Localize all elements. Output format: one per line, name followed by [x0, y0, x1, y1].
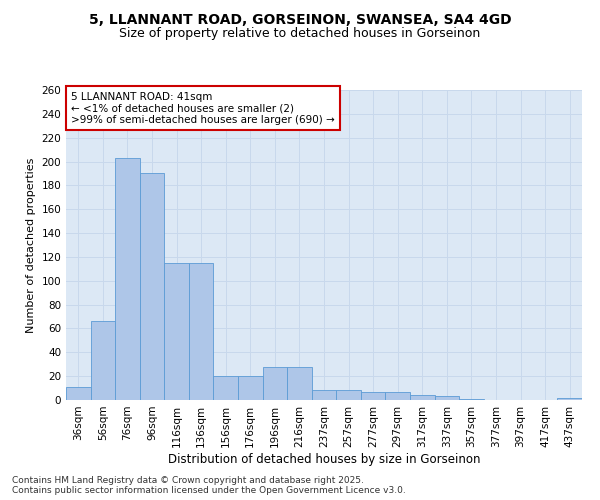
Bar — [189, 263, 214, 400]
Y-axis label: Number of detached properties: Number of detached properties — [26, 158, 36, 332]
Bar — [238, 376, 263, 400]
Bar — [385, 392, 410, 400]
Bar — [263, 366, 287, 400]
Bar — [336, 390, 361, 400]
Bar — [557, 398, 582, 400]
Bar — [214, 376, 238, 400]
Bar — [140, 174, 164, 400]
Bar — [287, 366, 312, 400]
Text: Size of property relative to detached houses in Gorseinon: Size of property relative to detached ho… — [119, 28, 481, 40]
Bar — [410, 395, 434, 400]
Bar — [459, 399, 484, 400]
Bar — [164, 263, 189, 400]
Bar — [115, 158, 140, 400]
Bar — [66, 387, 91, 400]
X-axis label: Distribution of detached houses by size in Gorseinon: Distribution of detached houses by size … — [168, 452, 480, 466]
Text: Contains HM Land Registry data © Crown copyright and database right 2025.
Contai: Contains HM Land Registry data © Crown c… — [12, 476, 406, 495]
Text: 5, LLANNANT ROAD, GORSEINON, SWANSEA, SA4 4GD: 5, LLANNANT ROAD, GORSEINON, SWANSEA, SA… — [89, 12, 511, 26]
Bar — [361, 392, 385, 400]
Bar — [91, 322, 115, 400]
Bar — [434, 396, 459, 400]
Bar — [312, 390, 336, 400]
Text: 5 LLANNANT ROAD: 41sqm
← <1% of detached houses are smaller (2)
>99% of semi-det: 5 LLANNANT ROAD: 41sqm ← <1% of detached… — [71, 92, 335, 124]
